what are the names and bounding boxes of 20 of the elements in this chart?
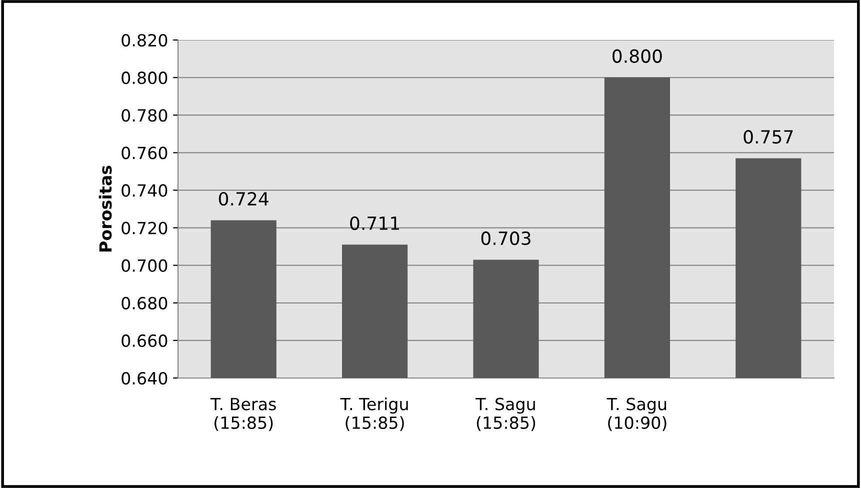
y-tick-label: 0.680	[122, 296, 168, 310]
y-tick-label: 0.740	[122, 184, 168, 197]
y-tick-label: 0.760	[122, 146, 168, 160]
x-tick-label: T. Terigu (15:85)	[340, 397, 408, 431]
data-label: 0.757	[744, 130, 793, 144]
x-tick-label: T. Sagu (15:85)	[476, 398, 536, 431]
y-axis-title: Porositas	[98, 166, 112, 252]
data-label: 0.711	[350, 216, 399, 230]
data-label: 0.703	[481, 231, 530, 246]
y-tick-label: 0.700	[122, 259, 168, 272]
data-label: 0.724	[218, 192, 268, 206]
y-tick-label: 0.660	[122, 334, 168, 348]
x-tick-label: T. Sagu (10:90)	[606, 398, 666, 431]
y-tick-label: 0.800	[122, 72, 168, 84]
y-tick-label: 0.640	[122, 372, 168, 385]
x-tick-label: T. Beras (15:85)	[210, 398, 276, 431]
y-tick-label: 0.720	[122, 222, 168, 234]
y-tick-label: 0.780	[122, 109, 168, 122]
data-label: 0.800	[612, 49, 662, 63]
y-tick-label: 0.820	[122, 34, 168, 47]
